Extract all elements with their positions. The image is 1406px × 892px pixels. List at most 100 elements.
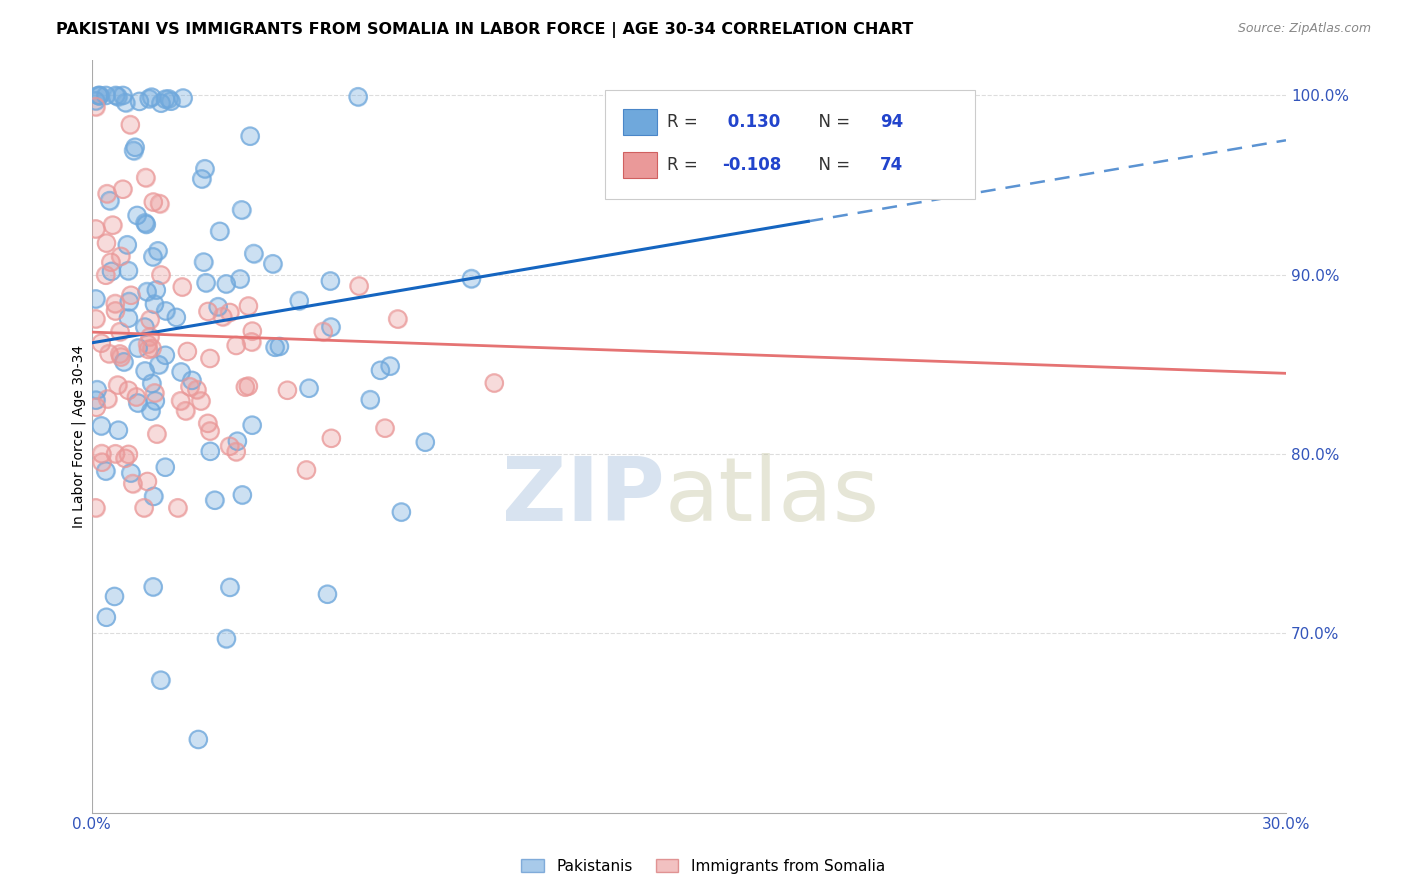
Point bbox=[84, 100, 107, 114]
Point bbox=[84, 393, 107, 408]
Point bbox=[110, 350, 132, 364]
Point bbox=[122, 144, 145, 158]
Point bbox=[134, 320, 156, 334]
Point bbox=[114, 451, 136, 466]
Point bbox=[240, 334, 263, 349]
Point bbox=[89, 88, 111, 103]
Point bbox=[264, 340, 287, 354]
Point bbox=[89, 88, 111, 103]
Point bbox=[138, 343, 160, 357]
Point bbox=[135, 218, 157, 232]
Point bbox=[139, 404, 162, 418]
Point bbox=[117, 311, 139, 326]
Point bbox=[226, 434, 249, 449]
Point bbox=[413, 435, 436, 450]
Point bbox=[321, 431, 343, 445]
Point bbox=[148, 358, 170, 372]
Point bbox=[195, 276, 218, 290]
Point bbox=[389, 505, 412, 519]
Point bbox=[134, 364, 156, 378]
Point bbox=[94, 88, 117, 103]
Point bbox=[207, 300, 229, 314]
Point bbox=[166, 500, 188, 515]
Point bbox=[149, 96, 172, 111]
Point bbox=[165, 310, 187, 325]
Point bbox=[143, 385, 166, 400]
Point bbox=[90, 336, 112, 351]
Point bbox=[139, 404, 162, 418]
Point bbox=[200, 444, 222, 458]
Point bbox=[90, 455, 112, 469]
Point bbox=[240, 418, 263, 433]
Point bbox=[460, 271, 482, 285]
Point bbox=[239, 129, 262, 144]
Point bbox=[239, 129, 262, 144]
Point bbox=[143, 297, 166, 311]
Point bbox=[117, 263, 139, 277]
Point bbox=[269, 339, 291, 353]
Point bbox=[231, 202, 253, 217]
Point bbox=[190, 172, 212, 186]
Point bbox=[316, 587, 339, 601]
Point bbox=[110, 249, 132, 263]
Point bbox=[170, 365, 193, 379]
Point bbox=[128, 95, 150, 109]
Point bbox=[208, 224, 231, 238]
Point bbox=[242, 246, 264, 260]
Point bbox=[86, 400, 108, 414]
Point bbox=[138, 92, 160, 106]
Point bbox=[207, 300, 229, 314]
Point bbox=[198, 424, 221, 438]
Point bbox=[378, 359, 401, 373]
Point bbox=[174, 404, 197, 418]
Point bbox=[155, 303, 177, 318]
Point bbox=[141, 342, 163, 356]
Point bbox=[238, 299, 260, 313]
Point bbox=[110, 350, 132, 364]
Text: PAKISTANI VS IMMIGRANTS FROM SOMALIA IN LABOR FORCE | AGE 30-34 CORRELATION CHAR: PAKISTANI VS IMMIGRANTS FROM SOMALIA IN … bbox=[56, 22, 914, 38]
Point bbox=[97, 346, 120, 360]
Point bbox=[319, 320, 342, 334]
Point bbox=[170, 365, 193, 379]
Point bbox=[114, 451, 136, 466]
Point bbox=[124, 140, 146, 154]
Point bbox=[135, 218, 157, 232]
Point bbox=[117, 447, 139, 461]
Point bbox=[100, 264, 122, 278]
Point bbox=[114, 95, 136, 110]
Point bbox=[484, 376, 506, 390]
Point bbox=[229, 272, 252, 286]
Point bbox=[166, 500, 188, 515]
Point bbox=[143, 297, 166, 311]
Point bbox=[204, 493, 226, 508]
Text: 74: 74 bbox=[880, 156, 903, 174]
Point bbox=[179, 380, 201, 394]
Point bbox=[387, 312, 409, 326]
Point bbox=[125, 209, 148, 223]
Point bbox=[187, 732, 209, 747]
Point bbox=[112, 355, 135, 369]
Point bbox=[118, 294, 141, 309]
FancyBboxPatch shape bbox=[605, 90, 976, 199]
Point bbox=[104, 296, 127, 310]
Point bbox=[84, 100, 107, 114]
Point bbox=[218, 580, 240, 594]
Point bbox=[193, 255, 215, 269]
Point bbox=[132, 500, 155, 515]
Point bbox=[94, 268, 117, 283]
Point bbox=[225, 444, 247, 458]
Point bbox=[298, 381, 321, 395]
Point bbox=[187, 732, 209, 747]
Point bbox=[321, 431, 343, 445]
Text: N =: N = bbox=[808, 156, 856, 174]
Point bbox=[104, 88, 127, 103]
Point bbox=[155, 92, 177, 106]
Point bbox=[218, 305, 240, 319]
Point bbox=[197, 417, 219, 431]
Point bbox=[231, 202, 253, 217]
Point bbox=[90, 446, 112, 460]
Point bbox=[231, 488, 253, 502]
Point bbox=[84, 292, 107, 306]
Point bbox=[288, 293, 311, 308]
Point bbox=[120, 288, 142, 302]
